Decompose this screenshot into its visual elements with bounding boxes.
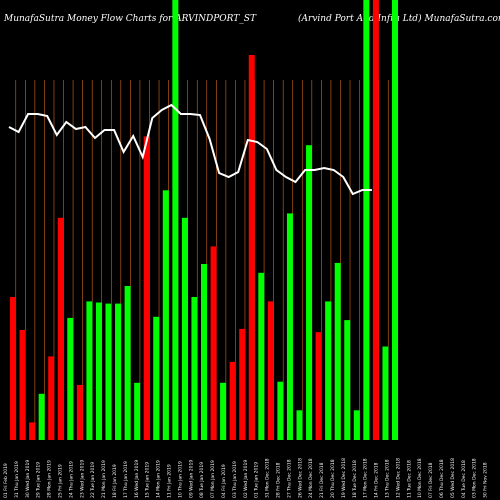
bar — [38, 393, 45, 440]
bar — [344, 320, 351, 440]
x-tick-label: 06 Thu Dec 2018 — [439, 459, 445, 498]
x-tick-label: 11 Tue Dec 2018 — [406, 460, 412, 498]
x-tick-label: 19 Wed Dec 2018 — [341, 458, 347, 498]
x-tick-label: 14 Mon Jan 2019 — [156, 460, 162, 498]
x-tick-label: 21 Mon Jan 2019 — [101, 460, 107, 498]
bar — [67, 317, 74, 440]
x-tick-label: 10 Mon Dec 2018 — [417, 458, 423, 498]
bar — [76, 385, 83, 440]
chart-title: MunafaSutra Money Flow Charts for ARVIND… — [4, 14, 256, 24]
bar — [201, 264, 207, 440]
x-tick-label: 01 Fri Feb 2019 — [3, 463, 9, 498]
x-tick-label: 23 Wed Jan 2019 — [79, 460, 85, 498]
bar — [220, 382, 227, 440]
bar — [134, 382, 141, 440]
bar — [325, 301, 332, 440]
x-tick-label: 27 Thu Dec 2018 — [286, 459, 292, 498]
bar — [172, 0, 179, 440]
x-tick-label: 18 Fri Jan 2019 — [112, 464, 118, 498]
x-tick-label: 07 Fri Dec 2018 — [428, 462, 434, 498]
bar — [181, 217, 188, 440]
bar — [248, 55, 255, 440]
bar — [191, 297, 198, 440]
x-tick-label: 31 Thu Jan 2019 — [14, 461, 20, 498]
x-tick-label: 30 Fri Nov 2018 — [483, 462, 489, 498]
x-tick-label: 16 Wed Jan 2019 — [134, 460, 140, 498]
x-tick-label: 29 Tue Jan 2019 — [36, 462, 42, 498]
bar — [29, 422, 36, 440]
x-tick-label: 03 Thu Jan 2019 — [232, 461, 238, 498]
bar — [286, 213, 293, 440]
x-tick-label: 24 Thu Jan 2019 — [68, 461, 74, 498]
x-tick-label: 15 Tue Jan 2019 — [145, 462, 151, 498]
x-tick-label: 01 Tue Jan 2019 — [254, 462, 260, 498]
bar — [124, 286, 131, 440]
x-tick-label: 21 Fri Dec 2018 — [319, 462, 325, 498]
x-tick-label: 12 Wed Dec 2018 — [395, 458, 401, 498]
bar — [306, 145, 313, 440]
bar — [277, 381, 284, 440]
x-tick-label: 14 Fri Dec 2018 — [374, 462, 380, 498]
bar — [57, 217, 64, 440]
x-tick-label: 25 Fri Jan 2019 — [58, 464, 64, 498]
money-flow-line — [8, 103, 372, 196]
bar — [95, 302, 102, 440]
bar — [258, 272, 265, 440]
x-tick-label: 24 Mon Dec 2018 — [308, 458, 314, 498]
bar — [334, 262, 341, 440]
bar — [162, 190, 169, 440]
bar — [382, 346, 389, 440]
bar — [267, 301, 274, 440]
bar — [315, 332, 322, 440]
x-tick-label: 17 Thu Jan 2019 — [123, 461, 129, 498]
x-tick-label: 30 Wed Jan 2019 — [25, 460, 31, 498]
x-tick-label: 31 Mon Dec 2018 — [265, 458, 271, 498]
x-tick-label: 03 Mon Dec 2018 — [472, 458, 478, 498]
x-tick-label: 04 Tue Dec 2018 — [461, 460, 467, 498]
x-tick-label: 10 Thu Jan 2019 — [177, 461, 183, 498]
x-tick-label: 20 Thu Dec 2018 — [330, 459, 336, 498]
chart-subtitle: (Arvind Port And Infra Ltd) MunafaSutra.… — [298, 14, 500, 24]
x-tick-label: 05 Wed Dec 2018 — [450, 458, 456, 498]
x-tick-label: 28 Fri Dec 2018 — [276, 462, 282, 498]
bar — [392, 0, 398, 440]
x-tick-label: 22 Tue Jan 2019 — [90, 462, 96, 498]
bar — [296, 410, 303, 440]
x-tick-label: 08 Tue Jan 2019 — [199, 462, 205, 498]
x-tick-label: 13 Thu Dec 2018 — [385, 459, 391, 498]
x-tick-label: 18 Tue Dec 2018 — [352, 460, 358, 498]
x-tick-label: 07 Mon Jan 2019 — [210, 460, 216, 498]
bar — [48, 356, 55, 440]
bar — [143, 136, 150, 440]
bars — [10, 0, 398, 440]
bar — [353, 410, 360, 440]
x-tick-labels: 01 Fri Feb 2019 31 Thu Jan 2019 30 Wed Jan… — [3, 458, 489, 498]
x-tick-label: 11 Fri Jan 2019 — [167, 464, 173, 498]
x-tick-label: 26 Wed Dec 2018 — [297, 458, 303, 498]
bar — [239, 328, 246, 440]
bar — [153, 316, 160, 440]
bar — [105, 303, 112, 440]
x-tick-label: 09 Wed Jan 2019 — [188, 460, 194, 498]
bar — [86, 301, 93, 440]
bar — [229, 361, 236, 440]
bar — [210, 246, 217, 440]
bar — [372, 0, 379, 440]
bar — [115, 303, 122, 440]
bar — [363, 0, 370, 440]
bar — [19, 330, 26, 440]
x-tick-label: 17 Mon Dec 2018 — [363, 458, 369, 498]
x-tick-label: 04 Fri Jan 2019 — [221, 464, 227, 498]
x-tick-label: 28 Mon Jan 2019 — [47, 460, 53, 498]
x-tick-label: 02 Wed Jan 2019 — [243, 460, 249, 498]
bar — [10, 297, 16, 440]
